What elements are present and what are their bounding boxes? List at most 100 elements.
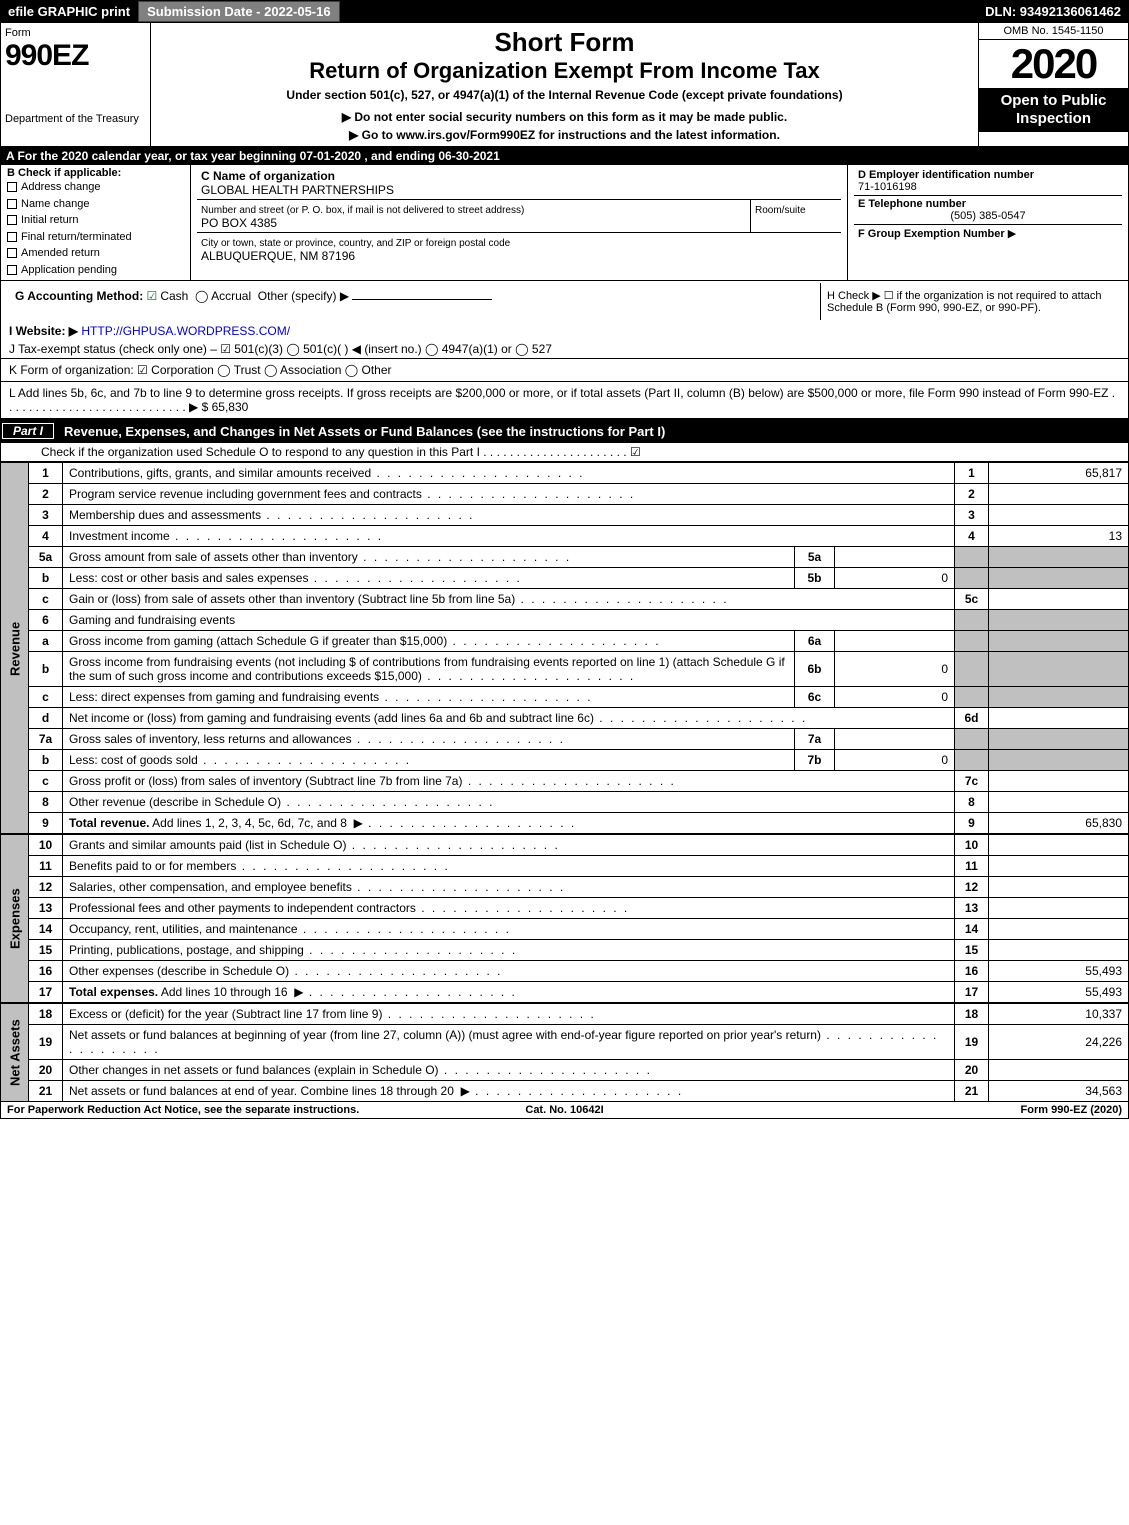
line-amount (989, 792, 1129, 813)
goto-link[interactable]: ▶ Go to www.irs.gov/Form990EZ for instru… (161, 128, 968, 142)
line-number: 10 (29, 835, 63, 856)
line-number: 6 (29, 610, 63, 631)
table-row: cGain or (loss) from sale of assets othe… (1, 589, 1129, 610)
section-g-to-l: G Accounting Method: Cash ◯ Accrual Othe… (0, 281, 1129, 419)
table-row: 4Investment income413 (1, 526, 1129, 547)
line-amount (989, 856, 1129, 877)
addr-value: PO BOX 4385 (201, 216, 277, 230)
table-row: 12Salaries, other compensation, and empl… (1, 877, 1129, 898)
g-cash-check-icon (147, 289, 161, 303)
sub-line-ref: 6a (795, 631, 835, 652)
line-description: Net assets or fund balances at beginning… (63, 1025, 955, 1060)
line-amount (989, 898, 1129, 919)
sub-line-value (835, 729, 955, 750)
line-description: Occupancy, rent, utilities, and maintena… (63, 919, 955, 940)
table-row: 11Benefits paid to or for members11 (1, 856, 1129, 877)
efile-label[interactable]: efile GRAPHIC print (0, 2, 138, 21)
table-row: bLess: cost of goods sold7b0 (1, 750, 1129, 771)
line-description: Net income or (loss) from gaming and fun… (63, 708, 955, 729)
submission-date-box: Submission Date - 2022-05-16 (138, 1, 340, 22)
line-description: Less: direct expenses from gaming and fu… (63, 687, 795, 708)
shaded-cell (955, 631, 989, 652)
g-accrual[interactable]: Accrual (211, 289, 251, 303)
h-box: H Check ▶ ☐ if the organization is not r… (820, 283, 1120, 320)
table-row: bGross income from fundraising events (n… (1, 652, 1129, 687)
g-cash[interactable]: Cash (160, 289, 188, 303)
line-number: 11 (29, 856, 63, 877)
header-left: Form 990EZ Department of the Treasury (1, 23, 151, 146)
check-final-return[interactable]: Final return/terminated (7, 229, 184, 246)
c-label: C Name of organization (201, 169, 335, 183)
omb-number: OMB No. 1545-1150 (979, 23, 1128, 40)
sub-line-value: 0 (835, 687, 955, 708)
line-ref-number: 20 (955, 1060, 989, 1081)
shaded-cell (989, 687, 1129, 708)
line-ref-number: 15 (955, 940, 989, 961)
line-number: 5a (29, 547, 63, 568)
page-footer: For Paperwork Reduction Act Notice, see … (0, 1102, 1129, 1119)
line-amount: 55,493 (989, 982, 1129, 1003)
table-row: dNet income or (loss) from gaming and fu… (1, 708, 1129, 729)
sub-line-value: 0 (835, 750, 955, 771)
shaded-cell (955, 568, 989, 589)
check-amended-return[interactable]: Amended return (7, 245, 184, 262)
table-row: cLess: direct expenses from gaming and f… (1, 687, 1129, 708)
table-row: 17Total expenses. Add lines 10 through 1… (1, 982, 1129, 1003)
line-ref-number: 14 (955, 919, 989, 940)
header-center: Short Form Return of Organization Exempt… (151, 23, 978, 146)
line-description: Printing, publications, postage, and shi… (63, 940, 955, 961)
shaded-cell (989, 631, 1129, 652)
table-row: 7aGross sales of inventory, less returns… (1, 729, 1129, 750)
line-description: Contributions, gifts, grants, and simila… (63, 463, 955, 484)
city-label: City or town, state or province, country… (201, 238, 510, 249)
line-description: Total expenses. Add lines 10 through 16 … (63, 982, 955, 1003)
line-number: c (29, 589, 63, 610)
sub-line-ref: 6b (795, 652, 835, 687)
line-number: b (29, 652, 63, 687)
line-description: Other changes in net assets or fund bala… (63, 1060, 955, 1081)
line-description: Gross amount from sale of assets other t… (63, 547, 795, 568)
sub-line-value: 0 (835, 652, 955, 687)
org-info-row: B Check if applicable: Address change Na… (0, 165, 1129, 281)
line-number: b (29, 568, 63, 589)
phone-value: (505) 385-0547 (858, 210, 1118, 222)
d-label: D Employer identification number (858, 169, 1034, 181)
b-label: B Check if applicable: (7, 167, 121, 179)
netassets-table: Net Assets18Excess or (deficit) for the … (0, 1003, 1129, 1102)
section-side-label: Net Assets (1, 1004, 29, 1102)
line-number: 16 (29, 961, 63, 982)
shaded-cell (955, 610, 989, 631)
line-ref-number: 6d (955, 708, 989, 729)
open-to-public: Open to Public Inspection (979, 88, 1128, 132)
line-number: 8 (29, 792, 63, 813)
g-other[interactable]: Other (specify) ▶ (258, 289, 349, 303)
form-word: Form (5, 27, 31, 39)
line-amount (989, 708, 1129, 729)
line-description: Professional fees and other payments to … (63, 898, 955, 919)
check-address-change[interactable]: Address change (7, 179, 184, 196)
line-number: 4 (29, 526, 63, 547)
website-link[interactable]: HTTP://GHPUSA.WORDPRESS.COM/ (81, 324, 290, 338)
table-row: bLess: cost or other basis and sales exp… (1, 568, 1129, 589)
table-row: 5aGross amount from sale of assets other… (1, 547, 1129, 568)
line-number: 15 (29, 940, 63, 961)
line-ref-number: 3 (955, 505, 989, 526)
line-ref-number: 10 (955, 835, 989, 856)
line-amount (989, 919, 1129, 940)
line-description: Gain or (loss) from sale of assets other… (63, 589, 955, 610)
line-ref-number: 4 (955, 526, 989, 547)
table-row: 2Program service revenue including gover… (1, 484, 1129, 505)
check-name-change[interactable]: Name change (7, 196, 184, 213)
line-ref-number: 12 (955, 877, 989, 898)
line-number: a (29, 631, 63, 652)
check-b-column: B Check if applicable: Address change Na… (1, 165, 191, 280)
check-initial-return[interactable]: Initial return (7, 212, 184, 229)
city-value: ALBUQUERQUE, NM 87196 (201, 249, 355, 263)
line-number: 7a (29, 729, 63, 750)
line-ref-number: 7c (955, 771, 989, 792)
expenses-table: Expenses10Grants and similar amounts pai… (0, 834, 1129, 1003)
form-header: Form 990EZ Department of the Treasury Sh… (0, 22, 1129, 147)
check-application-pending[interactable]: Application pending (7, 262, 184, 279)
period-band: A For the 2020 calendar year, or tax yea… (0, 147, 1129, 165)
shaded-cell (955, 687, 989, 708)
